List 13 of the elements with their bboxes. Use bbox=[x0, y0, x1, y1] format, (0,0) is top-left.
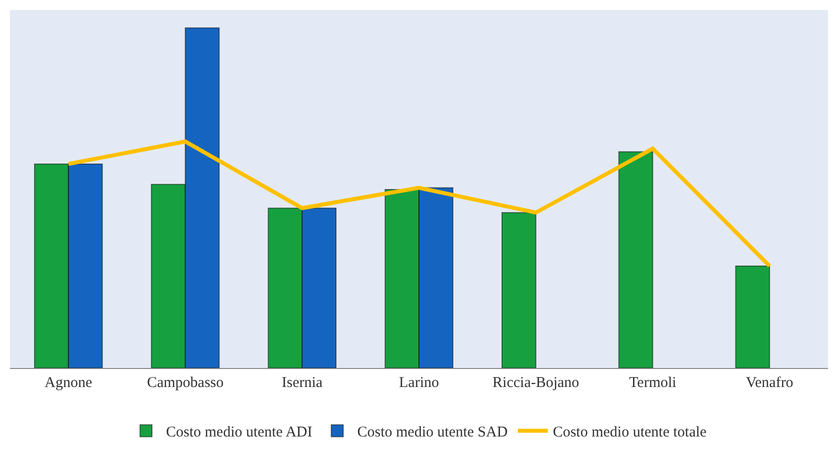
x-tick-label: Isernia bbox=[282, 375, 323, 391]
x-tick-label: Termoli bbox=[629, 375, 676, 391]
legend-label: Costo medio utente ADI bbox=[166, 424, 312, 441]
x-tick-label: Larino bbox=[399, 375, 439, 391]
legend-label: Costo medio utente SAD bbox=[357, 424, 508, 441]
x-tick-label: Riccia-Bojano bbox=[492, 375, 580, 391]
x-tick-label: Agnone bbox=[44, 375, 93, 391]
bar bbox=[618, 151, 654, 368]
bar bbox=[735, 265, 770, 368]
x-tick-label: Campobasso bbox=[146, 375, 224, 391]
bar bbox=[501, 212, 536, 368]
legend-label: Costo medio utente totale bbox=[552, 424, 707, 441]
x-tick-label: Venafro bbox=[746, 375, 794, 391]
